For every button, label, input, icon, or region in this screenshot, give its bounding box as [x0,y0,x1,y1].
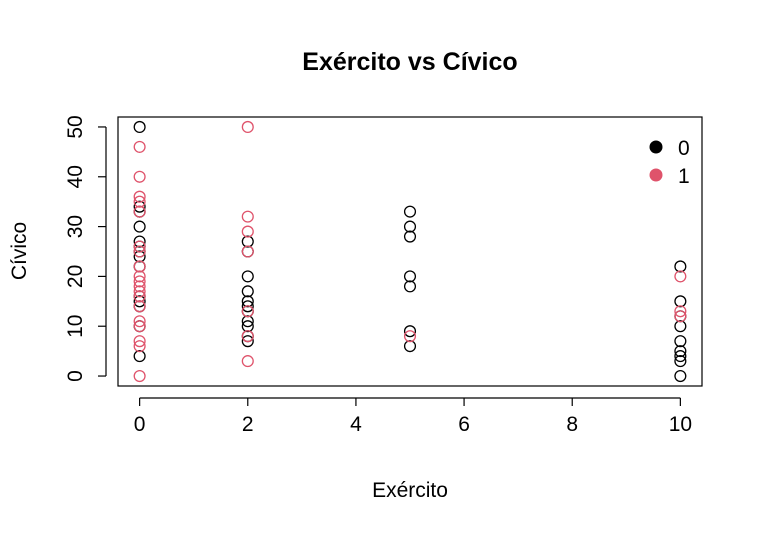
data-point-series-0 [674,355,687,368]
data-point-series-1 [241,355,254,368]
x-tick-label: 4 [350,413,362,436]
data-point-series-1 [133,285,146,298]
data-point-series-0 [674,295,687,308]
data-point-series-1 [674,305,687,318]
data-point-series-0 [403,280,417,293]
data-point-series-1 [133,335,146,348]
data-point-series-1 [133,170,146,183]
data-point-series-0 [241,315,254,328]
x-tick-label: 0 [134,413,146,436]
data-point-series-0 [133,120,146,134]
data-point-series-0 [241,285,254,298]
x-tick-label: 8 [566,413,578,436]
data-point-series-1 [133,300,146,313]
y-axis: 0 10 20 30 40 50 [64,115,107,382]
y-axis-label: Cívico [8,222,31,280]
data-point-series-1 [133,240,146,253]
data-point-series-0 [674,335,687,348]
y-tick-label: 50 [64,115,87,138]
data-point-series-1 [241,330,254,343]
legend-label-0: 0 [678,137,690,160]
legend-marker-0 [649,140,663,154]
x-axis-label: Exército [372,479,448,502]
data-point-series-0 [403,205,417,218]
data-point-series-0 [403,325,417,338]
x-tick-label: 6 [458,413,470,436]
data-point-series-0 [241,295,254,308]
data-point-series-0 [674,369,687,383]
data-point-series-0 [674,260,687,273]
data-points [133,120,687,383]
legend-marker-1 [649,168,663,182]
data-point-series-0 [133,350,146,363]
data-point-series-0 [133,220,146,233]
y-tick-label: 10 [64,315,87,338]
plot-frame [117,116,703,387]
x-tick-label: 10 [669,413,692,436]
data-point-series-1 [674,270,687,283]
data-point-series-1 [241,305,254,318]
data-point-series-1 [133,260,146,273]
data-point-series-1 [133,320,146,333]
data-point-series-0 [403,270,417,283]
data-point-series-1 [133,245,146,258]
data-point-series-0 [241,235,254,248]
data-point-series-1 [674,310,687,323]
y-tick-label: 40 [64,165,87,188]
data-point-series-0 [133,295,146,308]
data-point-series-1 [133,290,146,303]
y-tick-label: 20 [64,265,87,288]
data-point-series-1 [133,340,146,353]
data-point-series-0 [241,320,254,333]
data-point-series-0 [133,235,146,248]
data-point-series-1 [403,330,417,343]
data-point-series-1 [241,225,254,238]
data-point-series-1 [133,205,146,218]
x-axis: 0 2 4 6 8 10 [134,397,692,436]
data-point-series-1 [133,195,146,208]
legend-label-1: 1 [678,165,690,188]
data-point-series-1 [241,210,254,223]
data-point-series-0 [674,345,687,358]
data-point-series-0 [241,300,254,313]
data-point-series-1 [241,120,254,134]
legend: 01 [649,137,690,188]
data-point-series-0 [133,200,146,213]
data-point-series-1 [133,369,146,383]
data-point-series-0 [674,320,687,333]
data-point-series-0 [403,220,417,233]
data-point-series-1 [133,270,146,283]
data-point-series-0 [674,350,687,363]
data-point-series-1 [133,315,146,328]
y-tick-label: 30 [64,215,87,238]
x-tick-label: 2 [242,413,254,436]
y-tick-label: 0 [64,370,87,382]
data-point-series-0 [241,270,254,283]
data-point-series-0 [403,230,417,243]
data-point-series-1 [133,280,146,293]
data-point-series-0 [133,250,146,263]
data-point-series-1 [133,140,146,153]
data-point-series-1 [133,190,146,203]
data-point-series-0 [403,340,417,353]
chart-title: Exército vs Cívico [302,48,517,76]
data-point-series-1 [241,245,254,258]
data-point-series-0 [241,335,254,348]
data-point-series-1 [133,275,146,288]
